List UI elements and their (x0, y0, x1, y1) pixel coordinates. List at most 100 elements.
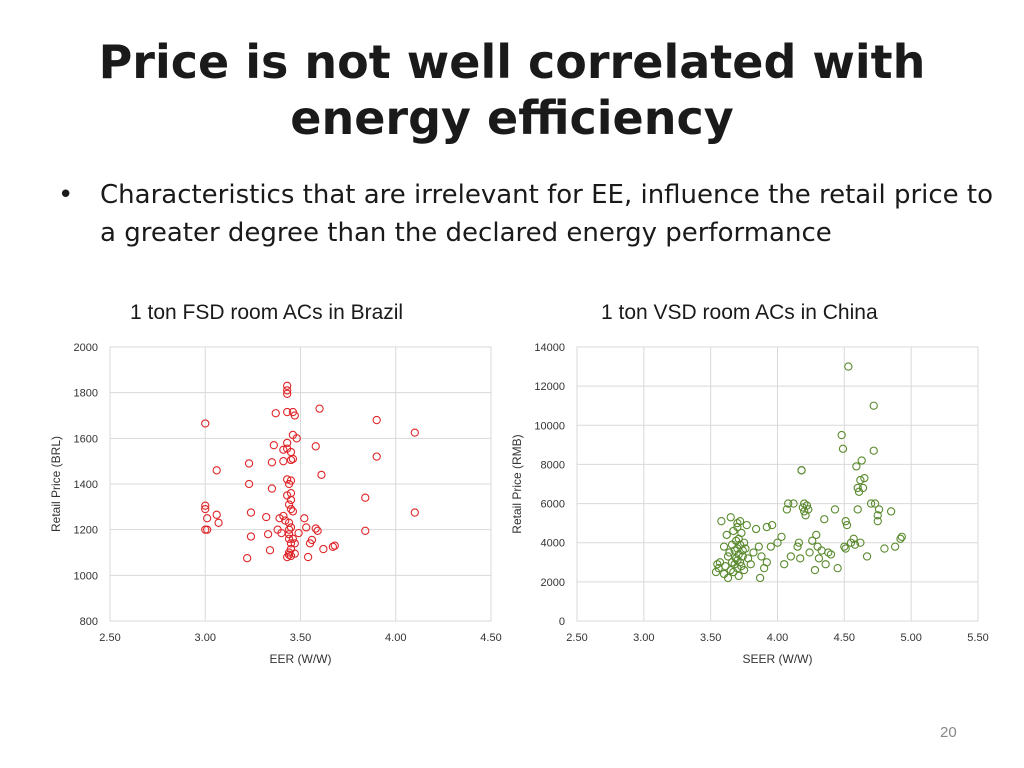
china-data-point (749, 548, 758, 557)
brazil-data-point (361, 526, 370, 535)
china-xtick-label: 5.50 (967, 632, 988, 644)
china-data-point (858, 483, 868, 493)
brazil-data-point (328, 542, 338, 551)
brazil-xtick-label: 3.00 (195, 632, 216, 644)
brazil-data-point (246, 508, 256, 517)
brazil-data-point (410, 508, 419, 517)
china-ytick-label: 10000 (534, 420, 565, 432)
brazil-data-point (317, 470, 326, 480)
brazil-ytick-label: 2000 (74, 342, 98, 354)
china-data-point (841, 544, 850, 553)
china-ytick-label: 0 (559, 616, 565, 628)
china-data-point (794, 538, 804, 547)
china-data-point (869, 446, 878, 455)
china-data-point (780, 560, 789, 569)
china-data-point (812, 530, 821, 540)
brazil-data-point (410, 428, 419, 437)
brazil-data-point (361, 493, 370, 502)
china-data-point (866, 499, 876, 508)
china-data-point (713, 560, 722, 569)
china-data-point (849, 534, 858, 543)
brazil-data-point (201, 419, 210, 428)
china-data-point (856, 538, 865, 547)
brazil-ytick-label: 1400 (74, 479, 98, 491)
china-ytick-label: 6000 (541, 499, 565, 511)
brazil-data-point (283, 386, 292, 395)
brazil-ytick-label: 800 (80, 616, 98, 628)
brazil-data-point (288, 534, 298, 543)
china-data-point (715, 558, 725, 567)
china-data-point (797, 466, 806, 475)
china-ytick-label: 12000 (534, 381, 565, 393)
china-data-point (838, 444, 848, 453)
china-data-point (737, 528, 746, 538)
brazil-data-point (294, 528, 303, 538)
china-data-point (723, 552, 733, 561)
brazil-data-point (286, 495, 296, 505)
china-data-point (837, 430, 846, 440)
china-data-point (880, 544, 889, 553)
china-data-point (830, 505, 840, 514)
slide-title-line-2: energy efficiency (290, 91, 734, 145)
brazil-xtick-label: 2.50 (99, 632, 120, 644)
china-data-point (805, 548, 814, 557)
china-data-point (853, 505, 862, 514)
china-data-point (853, 483, 862, 493)
china-xtick-label: 2.50 (566, 632, 587, 644)
china-data-point (796, 554, 805, 563)
china-data-point (800, 499, 809, 508)
china-xtick-label: 3.50 (700, 632, 721, 644)
china-data-point (742, 520, 751, 530)
china-data-point (719, 569, 729, 579)
brazil-data-point (201, 504, 210, 514)
china-data-point (817, 546, 826, 555)
china-data-point (717, 517, 726, 526)
brazil-data-point (269, 441, 278, 450)
brazil-data-point (311, 524, 320, 533)
bullet-text: Characteristics that are irrelevant for … (100, 180, 994, 248)
brazil-data-point (283, 438, 292, 448)
china-data-point (833, 564, 842, 573)
china-data-point (857, 456, 866, 465)
brazil-data-point (284, 500, 294, 509)
china-data-point (784, 499, 793, 508)
brazil-data-point (212, 510, 221, 519)
brazil-data-point (288, 454, 298, 464)
china-data-point (726, 513, 735, 522)
china-data-point (755, 573, 765, 583)
china-data-point (751, 524, 761, 534)
brazil-data-point (286, 523, 296, 532)
china-data-point (762, 558, 771, 567)
china-data-point (738, 546, 747, 555)
brazil-ytick-label: 1600 (74, 433, 98, 445)
brazil-data-point (214, 518, 223, 527)
brazil-data-point (286, 539, 296, 548)
china-data-point (824, 548, 833, 557)
china-data-point (841, 517, 850, 526)
china-y-axis-label: Retail Price (RMB) (510, 434, 524, 533)
china-data-point (852, 462, 861, 471)
slide-title: Price is not well correlated with energy… (0, 34, 1024, 146)
china-data-point (820, 515, 829, 524)
china-data-point (766, 542, 775, 551)
brazil-data-point (203, 514, 212, 523)
china-data-point (897, 532, 906, 541)
china-data-point (802, 501, 812, 510)
china-data-point (840, 542, 849, 551)
china-data-point (768, 520, 777, 530)
china-ytick-label: 8000 (541, 459, 565, 471)
china-data-point (870, 499, 880, 508)
china-data-point (762, 522, 771, 532)
page-number: 20 (940, 724, 957, 741)
brazil-data-point (283, 407, 292, 417)
china-xtick-label: 4.50 (834, 632, 855, 644)
brazil-data-point (313, 526, 322, 535)
brazil-data-point (284, 525, 294, 534)
brazil-data-point (267, 458, 277, 467)
china-data-point (821, 560, 830, 569)
china-data-point (738, 552, 747, 561)
brazil-data-point (277, 528, 286, 538)
china-data-point (873, 517, 882, 526)
china-xtick-label: 3.00 (633, 632, 654, 644)
china-ytick-label: 2000 (541, 577, 565, 589)
